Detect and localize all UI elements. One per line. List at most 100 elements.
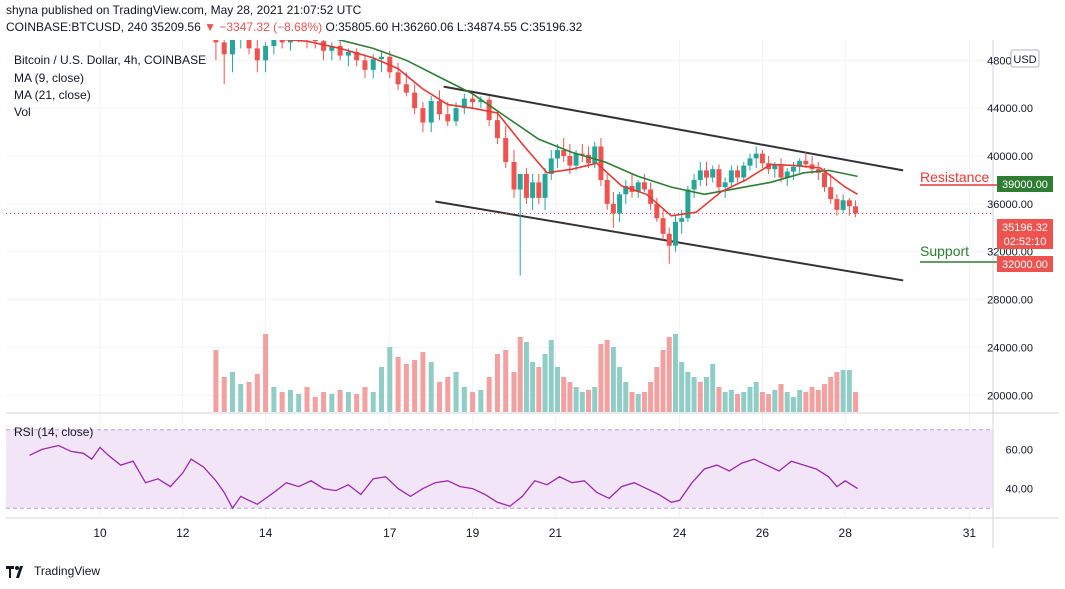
time-tick-label: 10 [93, 526, 107, 540]
candle-body [586, 154, 592, 164]
volume-bar [370, 392, 376, 412]
candle [511, 150, 517, 198]
candle-body [617, 194, 623, 214]
candle-body [610, 203, 616, 214]
candle-body [279, 40, 285, 43]
svg-text:32000.00: 32000.00 [1002, 259, 1048, 271]
candle [710, 165, 716, 183]
volume-bar [641, 392, 647, 412]
volume-bar [321, 392, 327, 412]
candle [254, 40, 260, 73]
candle-body [598, 146, 604, 180]
volume-bar [486, 377, 492, 412]
volume-bar [329, 394, 335, 412]
candle-body [246, 40, 252, 49]
volume-bar [387, 347, 393, 412]
candle-body [470, 98, 476, 103]
candle [654, 197, 660, 222]
candle-body [412, 92, 418, 109]
candle-body [287, 40, 293, 43]
rsi-panel [6, 429, 993, 510]
candle-body [370, 59, 376, 70]
volume-bar [722, 392, 728, 412]
candle [617, 191, 623, 222]
tradingview-logo[interactable]: TradingView [6, 564, 100, 578]
resistance-label: Resistance [920, 169, 989, 185]
volume-bar [213, 350, 219, 412]
candle-body [735, 170, 741, 178]
symbol: COINBASE:BTCUSD, 240 [6, 20, 148, 34]
candle-body [229, 40, 235, 55]
rsi-line [29, 444, 858, 510]
volume-bar [728, 390, 734, 412]
support-label: Support [920, 243, 969, 259]
svg-text:39000.00: 39000.00 [1002, 179, 1048, 191]
candle-body [420, 108, 426, 123]
candle-body [345, 51, 351, 56]
volume-bar [461, 387, 467, 412]
volume-bar [542, 354, 548, 412]
svg-text:USD: USD [1013, 54, 1036, 66]
usd-button[interactable]: USD [1010, 49, 1040, 68]
candle [395, 62, 401, 91]
volume-bar [784, 392, 790, 412]
candle [279, 40, 285, 49]
volume-bar [753, 382, 759, 412]
candle [337, 40, 343, 61]
candle [523, 167, 529, 204]
candle-body [772, 164, 778, 170]
candle-body [846, 200, 852, 207]
candle-body [461, 98, 467, 109]
candle [494, 110, 500, 145]
legend-vol: Vol [14, 105, 31, 119]
candle-body [741, 165, 747, 178]
candle [362, 54, 368, 79]
candle [445, 102, 451, 127]
candle-body [828, 187, 834, 200]
price-tick-label: 24000.00 [987, 342, 1033, 354]
candle [420, 102, 426, 133]
candle [229, 40, 235, 73]
volume-bar [354, 394, 360, 412]
volume-bar [853, 392, 859, 412]
candle-body [635, 182, 641, 192]
candle [478, 96, 484, 109]
price-tick-label: 40000.00 [987, 151, 1033, 163]
candle-body [542, 173, 548, 198]
volume-bar [312, 397, 318, 412]
candle [598, 138, 604, 186]
volume-bar [412, 360, 418, 412]
candle-body [436, 101, 442, 115]
candle [834, 194, 840, 216]
volume-bar [772, 390, 778, 412]
candle-body [428, 101, 434, 123]
volume-bar [337, 390, 343, 412]
candle [263, 42, 269, 73]
candle-body [716, 169, 722, 188]
volume-bar [304, 387, 310, 412]
ma9-line [279, 40, 859, 217]
candle-body [395, 72, 401, 85]
legend-rsi: RSI (14, close) [14, 425, 94, 439]
candle [548, 150, 554, 180]
candle [735, 165, 741, 183]
candle [321, 40, 327, 61]
candle-body [691, 179, 697, 190]
candle [412, 84, 418, 115]
volume-bar [697, 382, 703, 412]
volume-bar [710, 364, 716, 412]
volume-bar [345, 392, 351, 412]
candle-body [263, 45, 269, 61]
candle [623, 179, 629, 204]
volume-bar [548, 340, 554, 412]
candle-body [753, 153, 759, 159]
time-tick-label: 21 [549, 526, 563, 540]
volume-bar [822, 384, 827, 412]
volume-bar [573, 387, 579, 412]
legend-ma21: MA (21, close) [14, 88, 91, 102]
candle-body [503, 138, 509, 163]
candle-body [679, 218, 685, 222]
time-tick-label: 12 [176, 526, 190, 540]
tradingview-logo-icon [6, 566, 23, 578]
